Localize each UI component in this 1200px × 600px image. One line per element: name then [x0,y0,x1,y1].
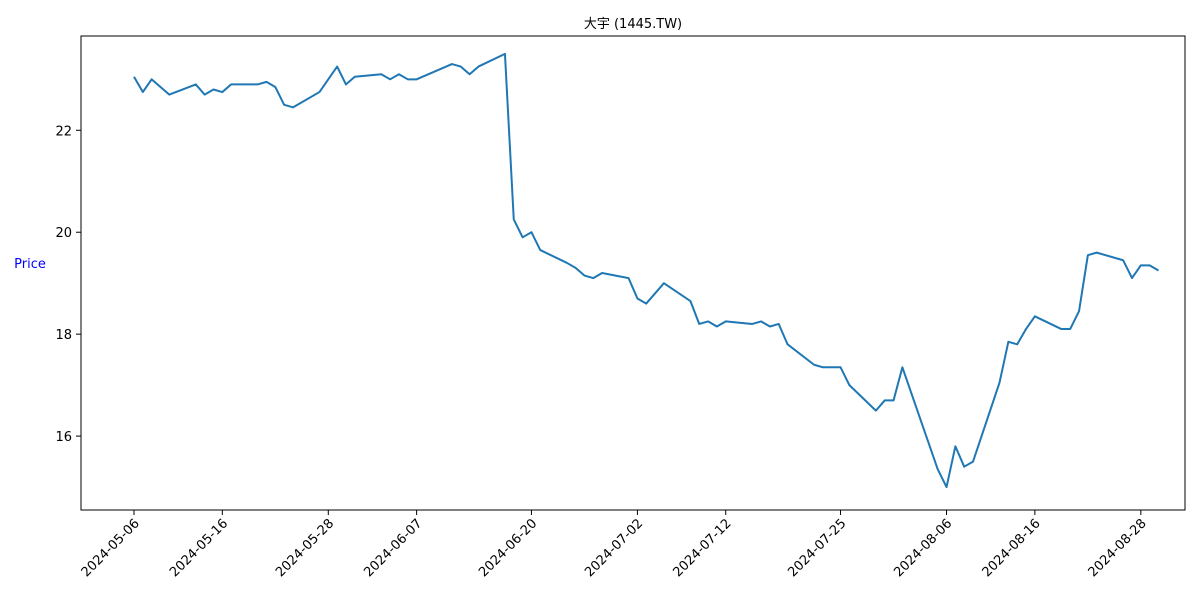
y-tick-label: 22 [55,124,72,139]
x-tick-label: 2024-08-16 [980,516,1044,580]
chart-title: 大宇 (1445.TW) [584,17,682,32]
price-series-line [133,52,1160,489]
x-tick-label: 2024-06-07 [361,516,425,580]
y-axis-ticks: 16 18 20 22 [55,124,81,445]
x-tick-label: 2024-06-20 [476,516,540,580]
x-tick-label: 2024-05-16 [167,516,231,580]
x-tick-label: 2024-08-06 [891,516,955,580]
x-tick-label: 2024-07-25 [785,516,849,580]
x-tick-label: 2024-07-02 [582,516,646,580]
x-tick-label: 2024-07-12 [671,516,735,580]
y-axis-label: Price [14,257,46,272]
x-tick-label: 2024-05-28 [273,516,337,580]
plot-frame [80,35,1186,511]
x-tick-label: 2024-08-28 [1086,516,1150,580]
y-tick-label: 16 [55,430,72,445]
x-axis-ticks: 2024-05-06 2024-05-16 2024-05-28 2024-06-07… [79,510,1150,580]
x-tick-label: 2024-05-06 [79,516,143,580]
y-tick-label: 20 [55,226,72,241]
y-tick-label: 18 [55,328,72,343]
